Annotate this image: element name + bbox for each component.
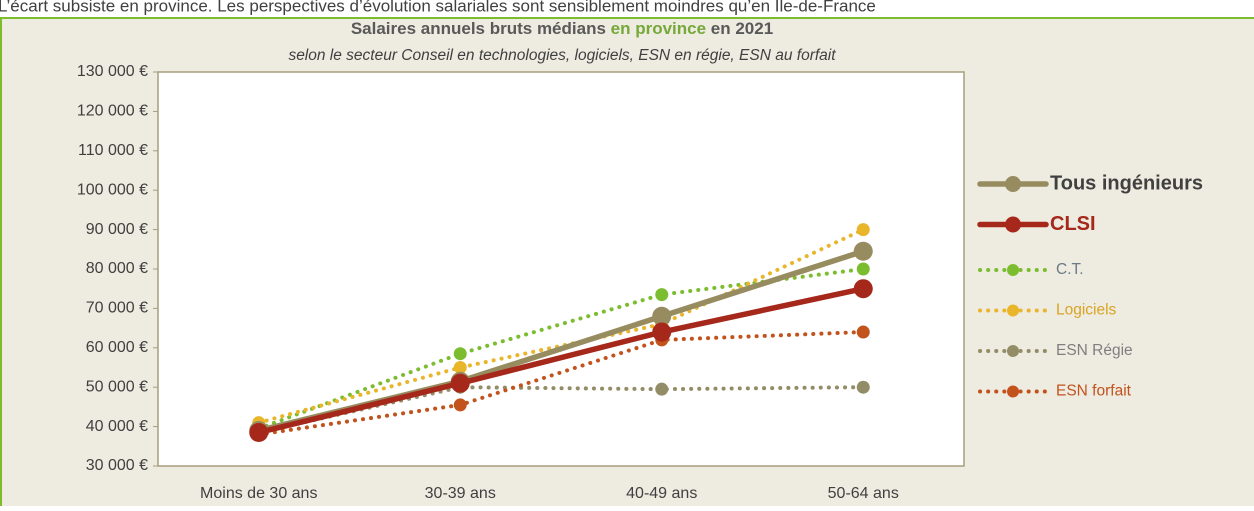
x-tick-label: Moins de 30 ans xyxy=(200,485,317,502)
intro-text: L’écart subsiste en province. Les perspe… xyxy=(0,0,876,15)
y-tick-label: 110 000 € xyxy=(78,142,148,159)
legend-marker xyxy=(1007,345,1019,357)
legend-marker xyxy=(1005,216,1021,233)
legend-label: CLSI xyxy=(1050,213,1096,235)
legend-label: Logiciels xyxy=(1056,302,1117,319)
title-part: en 2021 xyxy=(706,19,773,38)
series-line xyxy=(256,227,866,425)
data-point xyxy=(856,262,870,276)
y-tick-label: 90 000 € xyxy=(86,221,148,238)
title-part: Salaires annuels bruts médians xyxy=(351,19,611,38)
legend-marker xyxy=(1007,385,1019,398)
data-point xyxy=(655,382,669,396)
y-tick-label: 120 000 € xyxy=(77,103,148,120)
data-point xyxy=(853,279,873,299)
legend-label: ESN forfait xyxy=(1056,383,1132,400)
legend-label: C.T. xyxy=(1056,261,1084,278)
chart-subtitle: selon le secteur Conseil en technologies… xyxy=(288,47,836,64)
data-point xyxy=(453,347,467,361)
series-line xyxy=(256,330,866,437)
y-tick-label: 40 000 € xyxy=(86,418,148,435)
legend-label: Tous ingénieurs xyxy=(1050,172,1203,194)
legend-marker xyxy=(1007,304,1019,317)
plot-area xyxy=(157,71,965,467)
x-tick-label: 30-39 ans xyxy=(425,485,496,502)
data-point xyxy=(856,325,870,339)
data-point xyxy=(856,223,870,237)
y-tick-label: 70 000 € xyxy=(86,300,148,317)
data-point xyxy=(450,373,470,393)
data-point xyxy=(652,322,672,342)
chart-title: Salaires annuels bruts médians en provin… xyxy=(351,19,773,38)
series-line xyxy=(256,385,866,435)
y-tick-label: 30 000 € xyxy=(86,457,148,474)
data-point xyxy=(856,380,870,394)
legend-label: ESN Régie xyxy=(1056,342,1133,359)
x-tick-label: 40-49 ans xyxy=(626,485,697,502)
y-tick-label: 130 000 € xyxy=(77,63,148,80)
series-line xyxy=(256,285,866,436)
x-tick-label: 50-64 ans xyxy=(828,485,899,502)
y-tick-label: 60 000 € xyxy=(86,339,148,356)
data-point xyxy=(453,361,467,374)
data-point xyxy=(249,423,269,443)
data-point xyxy=(652,306,672,326)
data-point xyxy=(655,288,669,302)
legend-marker xyxy=(1007,264,1019,276)
data-point xyxy=(453,398,467,412)
y-tick-label: 50 000 € xyxy=(86,378,148,395)
y-tick-label: 80 000 € xyxy=(86,260,148,277)
title-part: en province xyxy=(611,19,706,38)
legend-marker xyxy=(1005,176,1021,192)
y-tick-label: 100 000 € xyxy=(77,181,148,198)
data-point xyxy=(853,241,873,261)
